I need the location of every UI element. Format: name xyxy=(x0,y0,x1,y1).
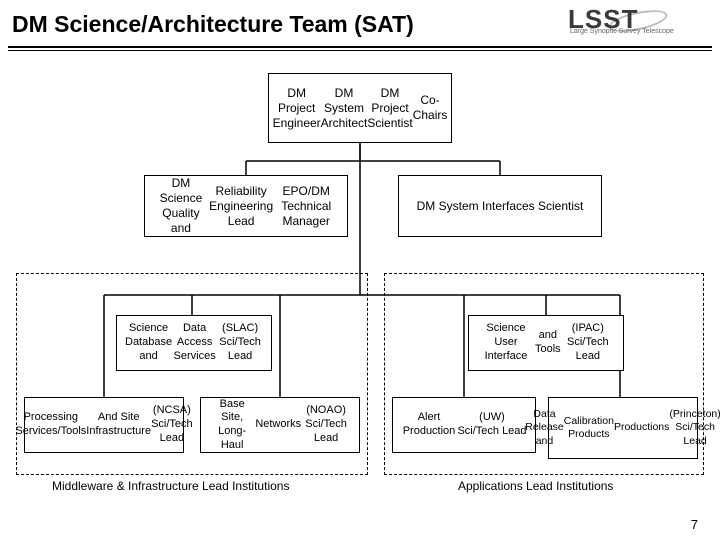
box-line: and Tools xyxy=(535,329,561,357)
box-line: EPO/DM Technical Manager xyxy=(273,184,339,229)
box-line: (NOAO) Sci/Tech Lead xyxy=(301,404,351,445)
box-line: DM Science Quality and xyxy=(153,176,209,236)
box-line: (IPAC) Sci/Tech Lead xyxy=(561,322,615,363)
logo: LSST Large Synoptic Survey Telescope xyxy=(568,6,708,42)
box-line: Data Release and xyxy=(525,408,564,447)
box-line: (UW) Sci/Tech Lead xyxy=(457,411,527,439)
box-princeton: Data Release andCalibration ProductsProd… xyxy=(548,397,698,459)
box-slac: Science Database andData Access Services… xyxy=(116,315,272,371)
box-uw: Alert Production(UW) Sci/Tech Lead xyxy=(392,397,536,453)
group-label-middleware: Middleware & Infrastructure Lead Institu… xyxy=(52,479,289,493)
group-label-applications: Applications Lead Institutions xyxy=(458,479,613,493)
box-line: Calibration Products xyxy=(564,415,614,441)
box-noao: Base Site, Long-HaulNetworks(NOAO) Sci/T… xyxy=(200,397,360,453)
box-line: Productions xyxy=(614,421,669,434)
page-number: 7 xyxy=(691,517,698,532)
box-line: (SLAC) Sci/Tech Lead xyxy=(217,322,263,363)
box-line: Data Access Services xyxy=(172,322,217,363)
box-line: Co-Chairs xyxy=(413,93,448,123)
box-ncsa: Processing Services/ToolsAnd Site Infras… xyxy=(24,397,184,453)
box-ipac: Science User Interfaceand Tools(IPAC) Sc… xyxy=(468,315,624,371)
box-line: Science Database and xyxy=(125,322,172,363)
box-line: Networks xyxy=(255,418,301,432)
box-line: And Site Infrastructure xyxy=(86,411,151,439)
page-title: DM Science/Architecture Team (SAT) xyxy=(12,11,414,38)
box-line: Alert Production xyxy=(401,411,457,439)
box-line: Base Site, Long-Haul xyxy=(209,398,255,453)
box-line: DM Project Engineer xyxy=(273,86,321,131)
logo-subtext: Large Synoptic Survey Telescope xyxy=(570,28,674,35)
box-line: DM System Interfaces Scientist xyxy=(417,199,584,214)
header: DM Science/Architecture Team (SAT) LSST … xyxy=(0,0,720,42)
box-line: Reliability Engineering Lead xyxy=(209,184,274,229)
box-line: (NCSA) Sci/Tech Lead xyxy=(151,404,193,445)
box-science-quality: DM Science Quality andReliability Engine… xyxy=(144,175,348,237)
box-line: Science User Interface xyxy=(477,322,535,363)
box-co-chairs: DM Project EngineerDM System ArchitectDM… xyxy=(268,73,452,143)
box-line: (Princeton) Sci/Tech Lead xyxy=(669,408,720,447)
org-chart: DM Project EngineerDM System ArchitectDM… xyxy=(0,51,720,531)
box-line: DM System Architect xyxy=(321,86,368,131)
box-line: Processing Services/Tools xyxy=(15,411,86,439)
box-system-interfaces: DM System Interfaces Scientist xyxy=(398,175,602,237)
rule-thick xyxy=(8,46,712,48)
box-line: DM Project Scientist xyxy=(367,86,412,131)
